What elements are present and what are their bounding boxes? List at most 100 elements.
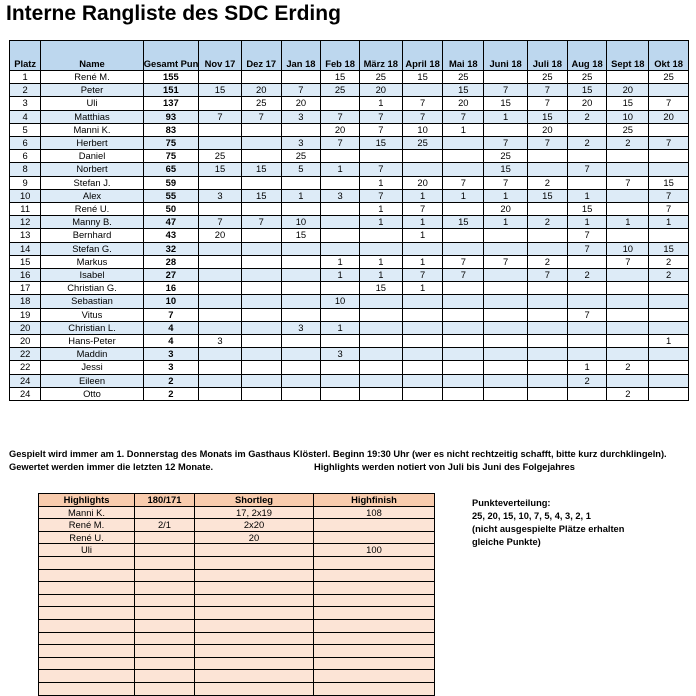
table-cell: 1 xyxy=(358,215,403,230)
table-cell xyxy=(240,149,282,164)
table-cell: 3 xyxy=(280,136,322,151)
table-cell xyxy=(320,175,360,190)
table-cell: 83 xyxy=(142,122,200,138)
table-cell xyxy=(320,307,360,322)
table-cell xyxy=(240,334,282,349)
table-cell: 1 xyxy=(401,215,444,230)
table-cell: 14 xyxy=(8,241,42,256)
table-cell xyxy=(483,294,529,309)
table-cell: 2 xyxy=(142,386,200,402)
note-rating-period: Gewertet werden immer die letzten 12 Mon… xyxy=(9,462,214,472)
table-cell xyxy=(358,347,403,362)
table-cell xyxy=(198,254,242,270)
table-cell xyxy=(38,656,135,671)
table-cell xyxy=(194,669,314,683)
table-cell: 22 xyxy=(8,347,42,362)
table-cell xyxy=(442,307,485,322)
table-cell xyxy=(134,505,195,520)
table-cell xyxy=(358,228,403,243)
table-cell: 93 xyxy=(142,109,200,124)
table-cell xyxy=(194,644,314,658)
table-cell xyxy=(648,347,689,362)
table-cell xyxy=(280,254,322,270)
table-cell: 1 xyxy=(320,268,360,283)
table-cell xyxy=(320,360,360,375)
table-cell xyxy=(606,228,650,243)
table-cell xyxy=(483,69,529,85)
table-cell: 8 xyxy=(8,162,42,177)
table-cell: 2 xyxy=(8,83,42,98)
table-cell xyxy=(194,618,314,633)
column-header: Name xyxy=(40,40,144,71)
table-cell: 25 xyxy=(320,83,360,98)
table-cell: 1 xyxy=(442,122,485,138)
table-cell xyxy=(38,618,135,633)
table-cell: Stefan J. xyxy=(40,175,144,190)
table-cell xyxy=(194,606,314,620)
table-cell xyxy=(194,581,314,595)
column-header: Mai 18 xyxy=(442,40,485,71)
table-cell: 15 xyxy=(566,83,608,98)
table-cell: 43 xyxy=(142,228,200,243)
table-row: 19 Vitus 7 7 xyxy=(8,307,689,322)
table-row xyxy=(38,656,435,671)
table-cell: 7 xyxy=(527,96,568,111)
table-cell xyxy=(134,644,195,658)
table-cell xyxy=(442,162,485,177)
table-cell xyxy=(240,136,282,151)
table-cell: 7 xyxy=(442,254,485,270)
table-cell xyxy=(194,555,314,570)
table-cell: 1 xyxy=(358,268,403,283)
column-header: Okt 18 xyxy=(648,40,689,71)
table-cell xyxy=(313,644,435,658)
table-cell xyxy=(313,568,435,583)
table-cell: René M. xyxy=(38,518,135,532)
table-row xyxy=(38,606,435,620)
page-title: Interne Rangliste des SDC Erding xyxy=(6,2,341,25)
table-cell xyxy=(527,386,568,402)
table-cell: 10 xyxy=(401,122,444,138)
table-cell: 2 xyxy=(527,215,568,230)
table-cell xyxy=(194,568,314,583)
table-cell xyxy=(401,334,444,349)
table-cell xyxy=(320,241,360,256)
table-cell xyxy=(606,307,650,322)
table-cell xyxy=(648,307,689,322)
table-cell: 15 xyxy=(527,109,568,124)
table-cell xyxy=(527,320,568,336)
table-cell: 25 xyxy=(198,149,242,164)
table-cell: 25 xyxy=(606,122,650,138)
column-header: Highfinish xyxy=(313,493,435,507)
table-cell xyxy=(280,307,322,322)
table-cell: Eileen xyxy=(40,373,144,388)
punkteverteilung-note-1: (nicht ausgespielte Plätze erhalten xyxy=(472,524,625,534)
table-cell xyxy=(280,373,322,388)
table-cell: Norbert xyxy=(40,162,144,177)
table-cell: 10 xyxy=(606,109,650,124)
column-header: Aug 18 xyxy=(566,40,608,71)
table-cell xyxy=(527,228,568,243)
table-cell: 1 xyxy=(566,188,608,204)
table-cell xyxy=(648,386,689,402)
column-header: Juni 18 xyxy=(483,40,529,71)
table-cell: 2 xyxy=(527,175,568,190)
table-cell: 7 xyxy=(527,83,568,98)
table-cell xyxy=(198,360,242,375)
table-cell xyxy=(280,347,322,362)
table-cell: 7 xyxy=(606,254,650,270)
table-cell xyxy=(198,202,242,217)
table-cell: 50 xyxy=(142,202,200,217)
table-cell xyxy=(401,83,444,98)
table-cell xyxy=(240,202,282,217)
highlights-header-row: Highlights 180/171 Shortleg Highfinish xyxy=(38,493,435,507)
table-cell: 15 xyxy=(8,254,42,270)
table-cell xyxy=(606,294,650,309)
table-cell xyxy=(198,268,242,283)
table-cell: 7 xyxy=(527,268,568,283)
table-cell xyxy=(313,656,435,671)
table-cell: 20 xyxy=(566,96,608,111)
table-cell: 2x20 xyxy=(194,518,314,532)
table-cell xyxy=(134,593,195,608)
table-cell xyxy=(194,656,314,671)
table-row xyxy=(38,568,435,583)
